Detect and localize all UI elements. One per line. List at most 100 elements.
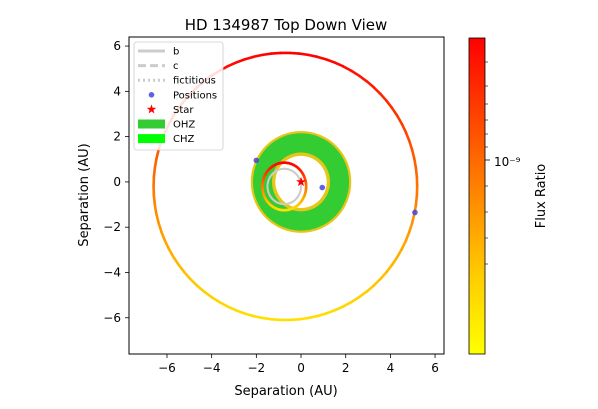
legend-handle xyxy=(149,92,155,98)
colorbar-gradient xyxy=(469,38,485,354)
legend-label: c xyxy=(173,61,179,72)
orbit-segment xyxy=(159,223,162,232)
orbit-segment xyxy=(397,116,402,124)
orbit-segment xyxy=(402,124,406,132)
orbit-segment xyxy=(392,257,397,265)
orbit-segment xyxy=(406,232,409,241)
orbit-segment xyxy=(154,196,155,205)
orbit-segment xyxy=(308,55,317,57)
orbit-segment xyxy=(386,101,392,108)
orbit-segment xyxy=(197,286,204,292)
orbit-segment xyxy=(406,132,409,141)
orbit-segment xyxy=(374,279,381,285)
legend-label: CHZ xyxy=(173,134,195,145)
orbit-segment xyxy=(392,108,397,116)
y-tick-label: −6 xyxy=(103,311,121,325)
orbit-segment xyxy=(236,310,245,313)
orbit-segment xyxy=(308,316,317,318)
x-tick-label: −6 xyxy=(158,361,176,375)
orbit-segment xyxy=(326,59,335,62)
orbit-segment xyxy=(155,159,157,168)
orbit-segment xyxy=(174,257,179,265)
orbit-segment xyxy=(343,302,351,306)
y-tick-label: 0 xyxy=(113,175,121,189)
legend: bc fictitious Positions Star OHZ CHZ xyxy=(134,42,223,150)
orbit-segment xyxy=(335,63,343,67)
colorbar: 10⁻⁹ Flux Ratio xyxy=(469,38,549,354)
chart-title: HD 134987 Top Down View xyxy=(185,16,388,34)
orbit-segment xyxy=(228,307,236,311)
orbit-segment xyxy=(272,53,281,54)
orbit-segment xyxy=(165,241,169,249)
orbit-segment xyxy=(236,59,245,62)
orbit-segment xyxy=(414,159,416,168)
position-marker xyxy=(412,210,418,216)
y-tick-label: −2 xyxy=(103,220,121,234)
orbit-segment xyxy=(184,272,190,279)
x-tick-label: −4 xyxy=(203,361,221,375)
colorbar-ticks xyxy=(485,62,490,264)
orbit-segment xyxy=(253,55,262,57)
legend-label: OHZ xyxy=(173,120,195,131)
orbit-segment xyxy=(402,241,406,249)
orbit-segment xyxy=(290,53,299,54)
x-tick-label: 4 xyxy=(387,361,395,375)
y-tick-label: 6 xyxy=(113,39,121,53)
orbit-segment xyxy=(335,307,343,311)
orbit-segment xyxy=(359,76,366,81)
orbit-segment xyxy=(409,223,412,232)
orbit-segment xyxy=(272,319,281,320)
orbit-segment xyxy=(416,168,417,177)
position-marker xyxy=(319,185,325,191)
x-tick-label: −2 xyxy=(247,361,265,375)
legend-handle xyxy=(138,120,165,129)
orbit-segment xyxy=(155,205,157,214)
orbit-segment xyxy=(191,279,198,285)
legend-label: Star xyxy=(173,105,194,116)
orbit-segment xyxy=(262,318,271,319)
orbit-segment xyxy=(228,63,236,67)
orbit-segment xyxy=(326,310,335,313)
x-tick-label: 0 xyxy=(297,361,305,375)
y-tick-label: 2 xyxy=(113,130,121,144)
orbit-segment xyxy=(169,249,174,257)
orbit-segment xyxy=(359,292,366,297)
orbit-segment xyxy=(212,297,220,302)
orbit-segment xyxy=(219,302,227,306)
orbit-segment xyxy=(299,54,308,55)
orbit-segment xyxy=(351,71,359,76)
orbit-segment xyxy=(204,292,211,297)
orbit-segment xyxy=(317,57,326,60)
legend-label: b xyxy=(173,47,179,58)
orbit-segment xyxy=(162,232,165,241)
orbit-segment xyxy=(397,249,402,257)
orbit-segment xyxy=(386,265,392,272)
colorbar-label: Flux Ratio xyxy=(534,164,549,229)
position-marker xyxy=(254,158,260,164)
x-tick-label: 2 xyxy=(342,361,350,375)
orbit-segment xyxy=(380,94,386,101)
orbit-segment xyxy=(409,141,412,150)
orbit-segment xyxy=(156,150,158,159)
legend-label: fictitious xyxy=(173,76,216,87)
legend-handle xyxy=(138,134,165,143)
orbit-segment xyxy=(179,265,185,272)
legend-label: Positions xyxy=(173,90,217,101)
orbit-segment xyxy=(367,81,374,87)
orbit-segment xyxy=(412,214,414,223)
orbit-segment xyxy=(367,286,374,292)
orbit-segment xyxy=(262,54,271,55)
orbit-segment xyxy=(343,66,351,70)
x-axis: −6 −4 −2 0 2 4 6 xyxy=(158,354,439,375)
orbit-segment xyxy=(351,297,359,302)
orbit-segment xyxy=(154,168,155,177)
x-tick-label: 6 xyxy=(431,361,439,375)
orbit-segment xyxy=(317,313,326,316)
colorbar-tick-label: 10⁻⁹ xyxy=(494,155,521,169)
orbit-segment xyxy=(156,214,158,223)
orbit-segment xyxy=(299,318,308,319)
y-tick-label: −4 xyxy=(103,265,121,279)
orbit-segment xyxy=(253,316,262,318)
